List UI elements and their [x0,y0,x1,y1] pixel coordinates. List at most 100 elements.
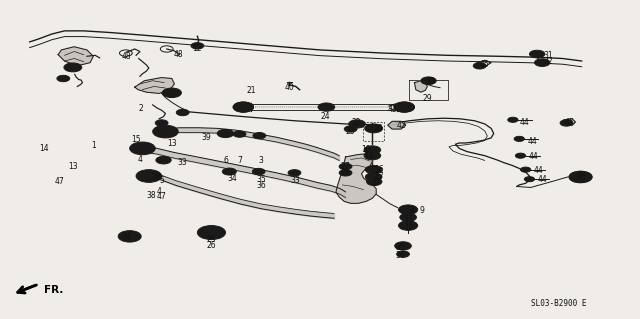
Circle shape [156,120,168,126]
Text: 36: 36 [396,251,405,260]
Circle shape [233,131,246,137]
Text: 42: 42 [397,121,406,130]
Text: 8: 8 [410,206,414,215]
Circle shape [348,127,354,130]
Text: FR.: FR. [44,285,63,295]
Text: 3: 3 [259,156,264,165]
Text: 30: 30 [425,77,435,86]
Circle shape [524,177,534,182]
Text: 4: 4 [157,187,161,196]
Circle shape [365,124,383,133]
Circle shape [291,171,298,174]
Circle shape [534,59,550,66]
Text: 23: 23 [346,127,355,136]
Circle shape [476,64,483,67]
Text: 37: 37 [371,178,381,187]
Circle shape [288,170,301,176]
Circle shape [163,88,181,98]
Text: 35: 35 [396,243,405,252]
Text: 15: 15 [131,135,141,144]
Circle shape [342,171,349,174]
Text: 21: 21 [247,86,257,95]
Text: 38: 38 [147,190,156,200]
Circle shape [191,43,204,49]
Text: 46: 46 [577,173,587,182]
Text: 9: 9 [420,206,424,215]
Circle shape [239,105,248,109]
Text: 39: 39 [152,174,161,182]
Text: 25: 25 [207,235,216,244]
Circle shape [353,122,361,126]
Circle shape [136,170,162,182]
Text: 33: 33 [177,158,187,167]
Text: 16: 16 [374,165,383,174]
Text: 45: 45 [564,117,574,127]
Text: 17: 17 [374,173,383,182]
Circle shape [560,120,573,126]
Text: 13: 13 [167,139,177,148]
Text: 29: 29 [422,94,432,103]
Text: 44: 44 [529,152,538,161]
Circle shape [404,215,412,219]
Circle shape [563,122,570,124]
Text: 44: 44 [534,166,543,175]
Text: SL03-B2900 E: SL03-B2900 E [531,299,586,308]
Circle shape [342,165,349,168]
Circle shape [538,61,546,64]
Polygon shape [336,154,376,203]
Circle shape [365,166,382,174]
Circle shape [510,119,515,121]
Circle shape [397,251,410,257]
Circle shape [371,180,378,184]
Text: 43: 43 [388,105,397,114]
Circle shape [160,158,168,162]
Text: 4: 4 [138,155,142,164]
Circle shape [364,152,381,160]
Text: 7: 7 [237,156,242,165]
Circle shape [323,105,330,109]
Circle shape [400,213,417,221]
Polygon shape [415,81,428,92]
Polygon shape [135,78,174,93]
Circle shape [233,102,253,112]
Circle shape [57,75,70,82]
Text: 47: 47 [157,192,166,202]
Polygon shape [388,121,406,129]
Circle shape [221,131,229,135]
Polygon shape [58,47,93,66]
Circle shape [395,242,412,250]
Circle shape [421,77,436,85]
Text: 26: 26 [207,241,216,250]
Circle shape [508,117,518,122]
Circle shape [399,221,418,230]
Circle shape [253,132,266,139]
Circle shape [168,91,176,95]
Text: 31: 31 [544,51,554,60]
Circle shape [473,63,486,69]
Circle shape [60,77,67,80]
Circle shape [400,253,406,256]
Circle shape [252,168,265,175]
Text: 33: 33 [291,176,301,185]
Text: 6: 6 [223,156,228,165]
Circle shape [143,173,156,179]
Text: 19: 19 [361,145,371,154]
Circle shape [400,105,409,109]
Circle shape [349,120,365,128]
Circle shape [179,111,186,114]
Text: 22: 22 [351,117,360,127]
Circle shape [136,145,149,152]
Circle shape [176,109,189,116]
Text: 32: 32 [544,57,554,66]
Circle shape [369,154,376,158]
Circle shape [159,122,165,124]
Circle shape [159,128,172,135]
Circle shape [256,134,262,137]
Circle shape [153,125,178,138]
Circle shape [344,126,357,132]
Circle shape [369,126,378,130]
Text: 47: 47 [54,177,65,186]
Circle shape [64,63,82,72]
Circle shape [367,178,382,186]
Circle shape [226,170,232,173]
